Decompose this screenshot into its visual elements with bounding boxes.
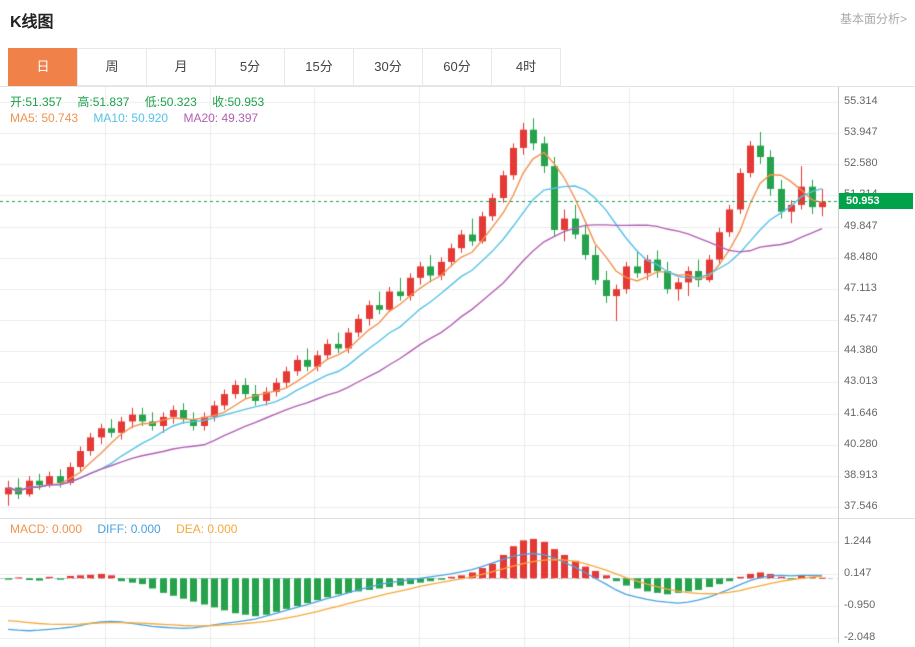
fundamental-analysis-link[interactable]: 基本面分析> [839,12,907,26]
macd-axis-tick: -0.950 [844,598,876,611]
macd-value: MACD: 0.000 [10,522,83,536]
axis-separator [838,87,839,643]
ma-legend: MA5: 50.743 MA10: 50.920 MA20: 49.397 [10,111,270,125]
page-header: K线图 基本面分析> [0,0,915,48]
y-axis-tick: 45.747 [844,313,878,326]
y-axis-tick: 49.847 [844,219,878,232]
y-axis-tick: 40.280 [844,437,878,450]
ma20-value: MA20: 49.397 [183,111,259,125]
open-value: 开:51.357 [10,95,63,109]
y-axis-tick: 37.546 [844,500,878,512]
macd-canvas[interactable] [0,518,838,647]
y-axis-tick: 48.480 [844,250,878,263]
dea-value: DEA: 0.000 [176,522,238,536]
high-value: 高:51.837 [77,95,130,109]
page-title: K线图 [10,14,54,31]
diff-value: DIFF: 0.000 [97,522,161,536]
tab-60min[interactable]: 60分 [422,48,492,86]
tab-5min[interactable]: 5分 [215,48,285,86]
current-price-badge: 50.953 [839,193,913,210]
ma5-value: MA5: 50.743 [10,111,79,125]
interval-tabbar-row: 日 周 月 5分 15分 30分 60分 4时 [0,48,915,87]
y-axis-tick: 38.913 [844,468,878,481]
y-axis-tick: 47.113 [844,281,877,294]
chart-area: 开:51.357 高:51.837 低:50.323 收:50.953 MA5:… [0,87,915,647]
tab-day[interactable]: 日 [8,48,78,86]
y-axis-tick: 44.380 [844,344,878,357]
y-axis-tick: 41.646 [844,406,878,419]
ma10-value: MA10: 50.920 [93,111,169,125]
ohlc-legend: 开:51.357 高:51.837 低:50.323 收:50.953 [10,93,276,110]
interval-tabbar: 日 周 月 5分 15分 30分 60分 4时 [8,48,915,86]
tab-15min[interactable]: 15分 [284,48,354,86]
y-axis-tick: 53.947 [844,126,878,139]
macd-legend: MACD: 0.000 DIFF: 0.000 DEA: 0.000 [10,522,249,536]
candlestick-canvas[interactable] [0,87,838,518]
tab-4h[interactable]: 4时 [491,48,561,86]
y-axis-tick: 43.013 [844,375,878,388]
tab-week[interactable]: 周 [77,48,147,86]
close-value: 收:50.953 [212,95,265,109]
macd-axis-tick: 0.147 [844,566,872,579]
y-axis-tick: 52.580 [844,157,878,170]
tab-30min[interactable]: 30分 [353,48,423,86]
y-axis-tick: 55.314 [844,95,878,107]
tab-month[interactable]: 月 [146,48,216,86]
low-value: 低:50.323 [144,95,197,109]
macd-axis-tick: -2.048 [844,631,876,643]
macd-axis-tick: 1.244 [844,535,872,547]
panel-separator [0,518,915,519]
